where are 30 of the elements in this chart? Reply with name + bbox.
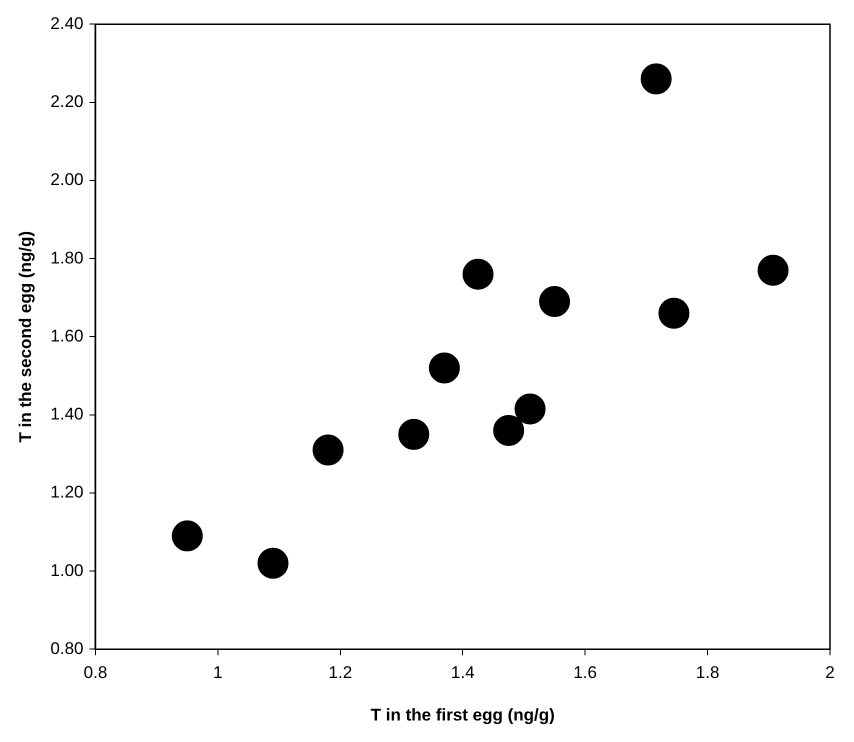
point bbox=[172, 520, 203, 552]
point bbox=[758, 254, 789, 286]
x-tick-label: 1.2 bbox=[328, 663, 352, 682]
point bbox=[493, 414, 524, 446]
y-tick-label: 2.20 bbox=[50, 92, 84, 112]
point bbox=[257, 548, 288, 579]
point bbox=[640, 63, 672, 94]
point bbox=[398, 418, 430, 450]
point bbox=[312, 434, 344, 466]
point bbox=[658, 298, 690, 329]
x-axis-title: T in the first egg (ng/g) bbox=[370, 705, 555, 724]
y-tick-label: 0.80 bbox=[50, 638, 84, 658]
point bbox=[428, 352, 460, 384]
point bbox=[514, 393, 546, 424]
x-tick-label: 1 bbox=[213, 663, 223, 682]
y-tick-label: 1.60 bbox=[50, 326, 84, 346]
point bbox=[462, 258, 494, 290]
y-tick-label: 2.00 bbox=[50, 170, 84, 190]
y-tick-label: 1.40 bbox=[50, 404, 84, 424]
y-tick-label: 2.40 bbox=[50, 14, 84, 33]
x-tick-label: 1.8 bbox=[696, 663, 720, 682]
y-tick-label: 1.20 bbox=[50, 482, 84, 502]
y-axis-title: T in the second egg (ng/g) bbox=[16, 230, 35, 442]
y-tick-label: 1.80 bbox=[50, 248, 84, 268]
x-tick-label: 1.6 bbox=[573, 663, 597, 682]
x-tick-label: 1.4 bbox=[450, 663, 475, 682]
x-tick-label: 2 bbox=[825, 663, 835, 682]
x-tick-label: 0.8 bbox=[84, 663, 108, 682]
y-tick-label: 1.00 bbox=[50, 560, 84, 580]
point bbox=[539, 286, 570, 318]
